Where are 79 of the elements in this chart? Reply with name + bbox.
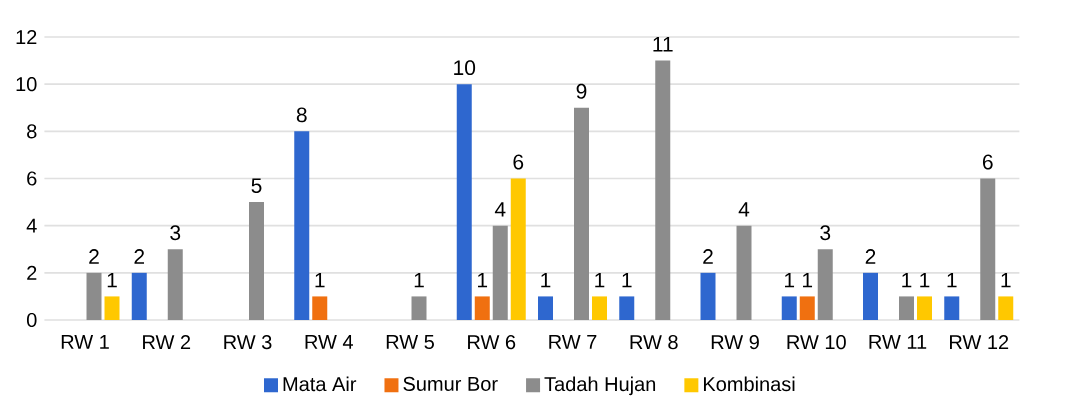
data-label: 5 <box>251 178 262 194</box>
y-tick-label: 8 <box>27 124 37 139</box>
data-label: 1 <box>902 272 912 288</box>
bar <box>474 296 490 320</box>
data-label: 1 <box>107 272 117 288</box>
x-tick-label: RW 12 <box>950 335 1009 350</box>
data-label: 9 <box>576 83 587 99</box>
y-tick-label: 2 <box>27 265 37 280</box>
x-tick-label: RW 3 <box>224 335 272 350</box>
y-tick-label: 4 <box>26 218 37 233</box>
data-label: 10 <box>454 60 476 76</box>
data-label: 2 <box>865 249 876 264</box>
x-tick-label: RW 6 <box>468 335 516 350</box>
data-label: 1 <box>785 272 795 288</box>
data-label: 2 <box>703 249 713 264</box>
bar <box>619 296 635 320</box>
y-tick-label: 12 <box>16 30 37 44</box>
x-tick-label: RW 7 <box>549 335 597 349</box>
data-label: 1 <box>315 272 325 288</box>
bar <box>799 296 815 320</box>
y-tick-label: 10 <box>16 77 37 92</box>
bar <box>538 296 553 320</box>
bar <box>104 296 120 320</box>
data-label: 1 <box>478 272 488 288</box>
bar <box>294 131 310 320</box>
data-label: 1 <box>1001 272 1011 288</box>
data-label: 1 <box>622 272 632 288</box>
data-label: 1 <box>414 272 424 288</box>
bar <box>944 296 960 320</box>
bar <box>781 296 797 320</box>
bar <box>700 272 716 320</box>
data-label: 1 <box>595 272 605 288</box>
bar <box>312 296 328 320</box>
data-label: 4 <box>738 202 750 217</box>
bar <box>411 296 427 320</box>
bar <box>131 272 147 320</box>
bar <box>86 272 102 320</box>
x-tick-label: RW 9 <box>711 335 759 350</box>
data-label: 1 <box>803 272 813 288</box>
data-label: 1 <box>947 272 957 288</box>
data-label: 3 <box>820 225 831 241</box>
data-label: 2 <box>89 249 99 264</box>
bar <box>899 296 914 320</box>
bar <box>917 296 933 320</box>
bar <box>863 272 879 320</box>
bar <box>249 202 264 320</box>
bar <box>574 107 589 320</box>
data-label: 6 <box>982 154 993 170</box>
y-tick-label: 0 <box>26 312 37 328</box>
data-label: 1 <box>920 272 930 288</box>
bar <box>736 225 752 320</box>
legend-label: Mata Air <box>283 376 357 392</box>
data-label: 6 <box>513 154 524 170</box>
y-tick-label: 6 <box>27 171 37 186</box>
data-label: 8 <box>296 107 307 123</box>
x-tick-label: RW 5 <box>386 335 434 350</box>
x-tick-label: RW 11 <box>869 335 927 349</box>
bar <box>510 178 526 320</box>
x-tick-label: RW 2 <box>143 335 191 350</box>
legend-label: Tadah Hujan <box>544 376 656 396</box>
bar <box>998 296 1014 320</box>
bar <box>817 249 833 320</box>
data-label: 11 <box>653 37 673 52</box>
legend-label: Sumur Bor <box>403 376 498 391</box>
x-tick-label: RW 4 <box>305 335 353 349</box>
data-label: 4 <box>494 202 506 217</box>
bar <box>492 225 508 320</box>
x-tick-label: RW 8 <box>630 335 678 350</box>
data-label: 3 <box>170 225 181 241</box>
x-tick-label: RW 10 <box>787 335 846 350</box>
x-tick-label: RW 1 <box>61 335 109 349</box>
data-label: 2 <box>134 249 145 264</box>
data-label: 1 <box>541 272 551 288</box>
legend-label: Kombinasi <box>703 376 795 392</box>
bar <box>456 84 472 320</box>
bar <box>167 249 183 320</box>
bar <box>980 178 996 320</box>
bar <box>592 296 608 320</box>
bar <box>655 60 671 320</box>
